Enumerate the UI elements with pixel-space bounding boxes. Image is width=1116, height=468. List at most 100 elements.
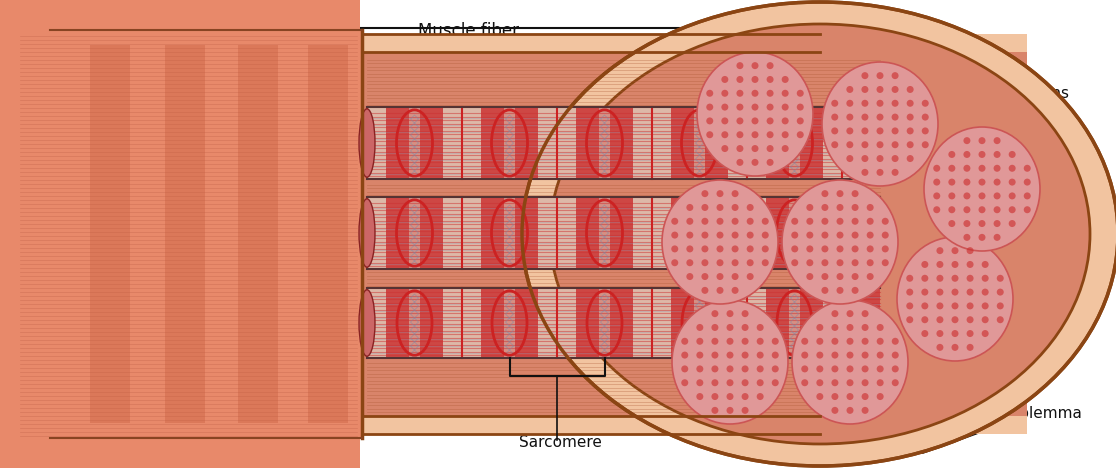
Circle shape xyxy=(781,76,789,83)
Circle shape xyxy=(821,204,828,211)
Circle shape xyxy=(979,220,985,227)
Polygon shape xyxy=(766,288,822,358)
Circle shape xyxy=(767,62,773,69)
Circle shape xyxy=(757,393,763,400)
Circle shape xyxy=(757,324,763,331)
Circle shape xyxy=(772,366,779,373)
Circle shape xyxy=(772,379,779,386)
Circle shape xyxy=(993,165,1001,172)
Circle shape xyxy=(686,204,693,211)
Circle shape xyxy=(1009,151,1016,158)
Circle shape xyxy=(671,245,679,252)
Circle shape xyxy=(837,218,844,225)
Circle shape xyxy=(906,127,914,134)
Polygon shape xyxy=(576,197,633,269)
Circle shape xyxy=(706,131,713,138)
Circle shape xyxy=(727,338,733,345)
Circle shape xyxy=(711,366,719,373)
Polygon shape xyxy=(367,107,881,179)
Polygon shape xyxy=(90,45,129,423)
Circle shape xyxy=(862,155,868,162)
Circle shape xyxy=(876,169,884,176)
Polygon shape xyxy=(671,107,728,179)
Circle shape xyxy=(801,351,808,358)
Circle shape xyxy=(757,379,763,386)
Circle shape xyxy=(747,232,753,239)
Circle shape xyxy=(781,103,789,110)
Circle shape xyxy=(751,145,759,152)
Ellipse shape xyxy=(0,71,50,397)
Circle shape xyxy=(906,275,913,282)
Circle shape xyxy=(847,310,854,317)
Circle shape xyxy=(821,190,828,197)
Polygon shape xyxy=(481,288,538,358)
Circle shape xyxy=(1023,179,1031,186)
Circle shape xyxy=(747,204,753,211)
Polygon shape xyxy=(165,45,205,423)
Polygon shape xyxy=(766,197,822,269)
Ellipse shape xyxy=(359,290,375,356)
Circle shape xyxy=(963,234,971,241)
Circle shape xyxy=(922,275,929,282)
Polygon shape xyxy=(503,197,516,269)
Circle shape xyxy=(781,131,789,138)
Circle shape xyxy=(816,338,824,345)
Circle shape xyxy=(837,273,844,280)
Circle shape xyxy=(727,324,733,331)
Polygon shape xyxy=(503,288,516,358)
Circle shape xyxy=(862,114,868,121)
Circle shape xyxy=(952,330,959,337)
Circle shape xyxy=(979,179,985,186)
Circle shape xyxy=(846,127,854,134)
Circle shape xyxy=(979,234,985,241)
Polygon shape xyxy=(0,0,360,468)
Circle shape xyxy=(696,351,703,358)
Circle shape xyxy=(922,330,929,337)
Polygon shape xyxy=(10,30,362,55)
Circle shape xyxy=(686,259,693,266)
Circle shape xyxy=(816,351,824,358)
Circle shape xyxy=(906,289,913,296)
Circle shape xyxy=(952,289,959,296)
Circle shape xyxy=(979,137,985,144)
Ellipse shape xyxy=(792,300,908,424)
Circle shape xyxy=(922,302,929,309)
Circle shape xyxy=(982,275,989,282)
Circle shape xyxy=(727,379,733,386)
Polygon shape xyxy=(386,107,443,179)
Circle shape xyxy=(1009,165,1016,172)
Circle shape xyxy=(952,275,959,282)
Text: Muscle fiber: Muscle fiber xyxy=(418,22,519,40)
Polygon shape xyxy=(789,288,800,358)
Polygon shape xyxy=(503,107,516,179)
Circle shape xyxy=(702,232,709,239)
Circle shape xyxy=(982,261,989,268)
Polygon shape xyxy=(671,197,728,269)
Polygon shape xyxy=(481,197,538,269)
Circle shape xyxy=(741,351,749,358)
Circle shape xyxy=(791,218,798,225)
Circle shape xyxy=(727,310,733,317)
Circle shape xyxy=(963,220,971,227)
Circle shape xyxy=(711,310,719,317)
Circle shape xyxy=(963,206,971,213)
Circle shape xyxy=(821,287,828,294)
Circle shape xyxy=(847,338,854,345)
Circle shape xyxy=(751,76,759,83)
Circle shape xyxy=(876,100,884,107)
Circle shape xyxy=(711,393,719,400)
Circle shape xyxy=(831,366,838,373)
Circle shape xyxy=(966,316,973,323)
Circle shape xyxy=(681,338,689,345)
Text: Sarcomere: Sarcomere xyxy=(519,435,602,450)
Circle shape xyxy=(741,310,749,317)
Circle shape xyxy=(821,218,828,225)
Circle shape xyxy=(711,324,719,331)
Circle shape xyxy=(933,206,941,213)
Circle shape xyxy=(982,330,989,337)
Ellipse shape xyxy=(550,24,1090,444)
Polygon shape xyxy=(862,288,881,358)
Circle shape xyxy=(867,273,874,280)
Circle shape xyxy=(877,338,884,345)
Circle shape xyxy=(952,261,959,268)
